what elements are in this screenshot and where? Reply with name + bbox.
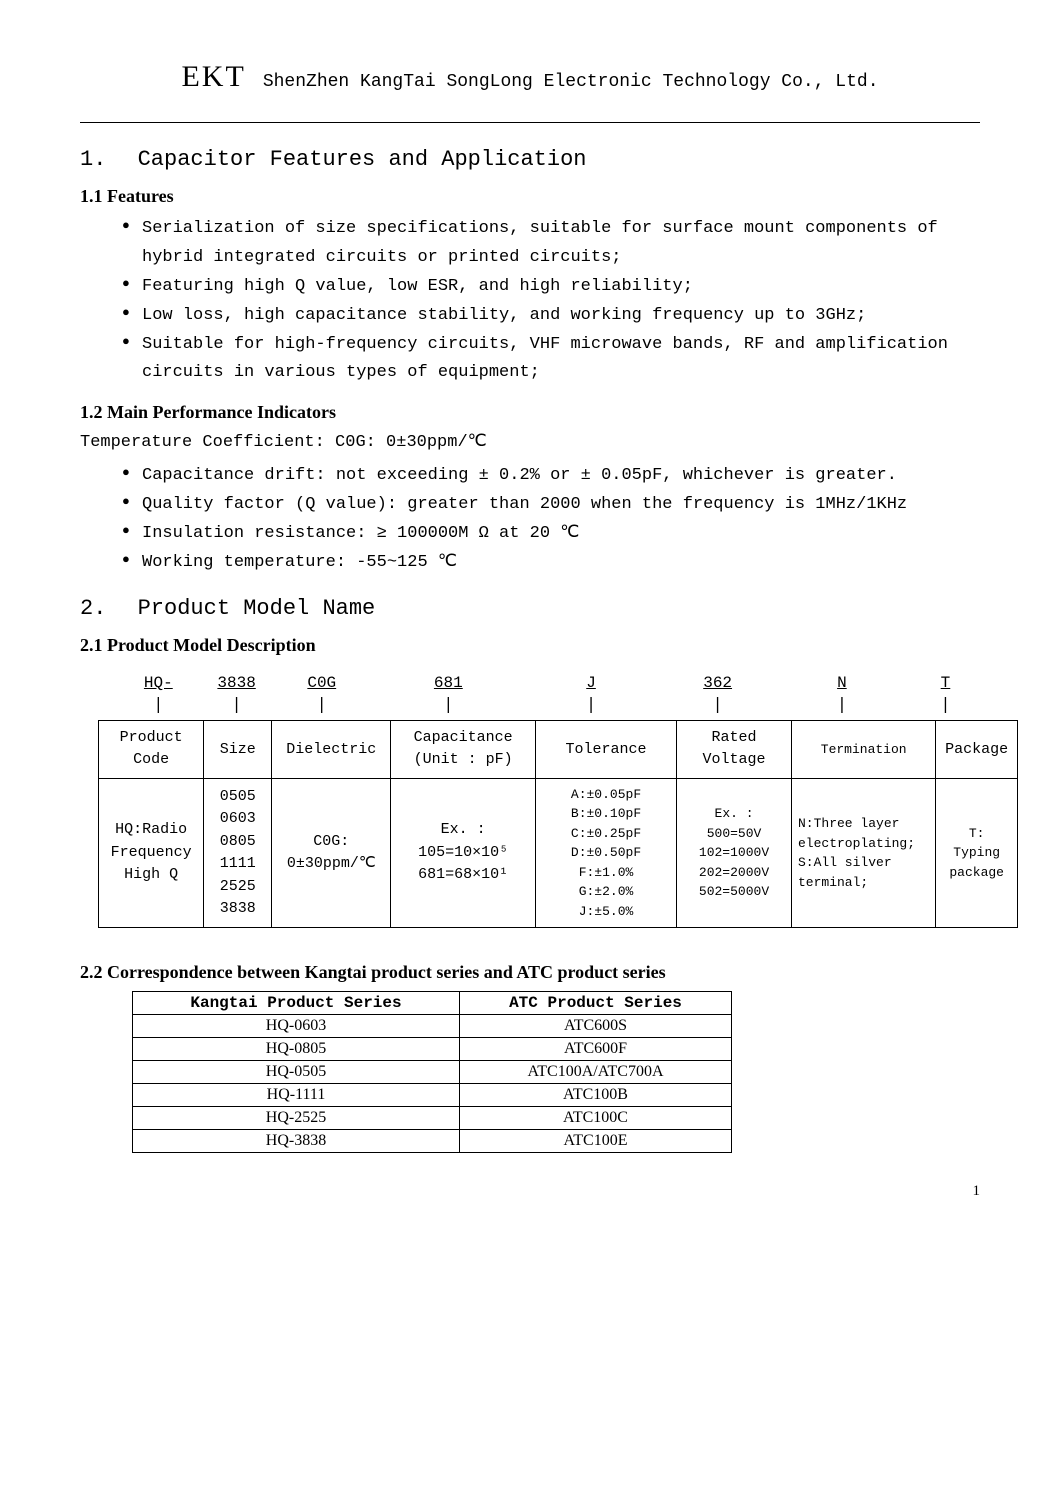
- table-header: Package: [936, 720, 1018, 778]
- table-row: HQ-0603ATC600S: [133, 1015, 732, 1038]
- section-2-1-heading: 2.1 Product Model Description: [80, 635, 980, 656]
- table-header: Dielectric: [272, 720, 391, 778]
- model-code-breakdown: HQ-| 3838| C0G| 681| J| 362| N| T|: [110, 674, 980, 714]
- table-cell: Ex. : 500=50V 102=1000V 202=2000V 502=50…: [677, 778, 792, 928]
- table-row: HQ:Radio Frequency High Q 0505 0603 0805…: [99, 778, 1018, 928]
- table-header: Tolerance: [535, 720, 676, 778]
- list-item: Serialization of size specifications, su…: [122, 215, 980, 273]
- list-item: Low loss, high capacitance stability, an…: [122, 302, 980, 331]
- section-2-number: 2.: [80, 596, 106, 621]
- table-row: HQ-2525ATC100C: [133, 1107, 732, 1130]
- correspondence-table: Kangtai Product Series ATC Product Serie…: [132, 991, 732, 1153]
- table-header: Rated Voltage: [677, 720, 792, 778]
- model-description-table: Product Code Size Dielectric Capacitance…: [98, 720, 1018, 929]
- table-header: Product Code: [99, 720, 204, 778]
- table-header: Kangtai Product Series: [133, 992, 460, 1015]
- table-cell: HQ:Radio Frequency High Q: [99, 778, 204, 928]
- table-cell: A:±0.05pF B:±0.10pF C:±0.25pF D:±0.50pF …: [535, 778, 676, 928]
- code-segment: T: [941, 674, 951, 692]
- table-row: HQ-1111ATC100B: [133, 1084, 732, 1107]
- table-header-row: Product Code Size Dielectric Capacitance…: [99, 720, 1018, 778]
- section-2-title: Product Model Name: [138, 596, 376, 621]
- code-segment: HQ-: [144, 674, 173, 692]
- table-cell: ATC600F: [460, 1038, 732, 1061]
- table-cell: Ex. : 105=10×10⁵ 681=68×10¹: [391, 778, 536, 928]
- table-header: Size: [204, 720, 272, 778]
- code-segment: 362: [703, 674, 732, 692]
- temperature-coefficient: Temperature Coefficient: C0G: 0±30ppm/℃: [80, 431, 980, 452]
- section-1-1-heading: 1.1 Features: [80, 186, 980, 207]
- list-item: Working temperature: -55~125 ℃: [122, 549, 980, 578]
- table-cell: HQ-2525: [133, 1107, 460, 1130]
- code-segment: 681: [434, 674, 463, 692]
- code-segment: J: [586, 674, 596, 692]
- table-cell: ATC100B: [460, 1084, 732, 1107]
- table-cell: 0505 0603 0805 1111 2525 3838: [204, 778, 272, 928]
- table-header: Capacitance (Unit : pF): [391, 720, 536, 778]
- header-divider: [80, 122, 980, 123]
- table-header-row: Kangtai Product Series ATC Product Serie…: [133, 992, 732, 1015]
- list-item: Featuring high Q value, low ESR, and hig…: [122, 273, 980, 302]
- code-segment: N: [837, 674, 847, 692]
- table-cell: ATC600S: [460, 1015, 732, 1038]
- table-row: HQ-0505ATC100A/ATC700A: [133, 1061, 732, 1084]
- table-cell: ATC100E: [460, 1130, 732, 1153]
- company-name: ShenZhen KangTai SongLong Electronic Tec…: [263, 72, 879, 92]
- table-cell: T: Typing package: [936, 778, 1018, 928]
- table-cell: HQ-0505: [133, 1061, 460, 1084]
- code-segment: 3838: [217, 674, 255, 692]
- list-item: Insulation resistance: ≥ 100000M Ω at 20…: [122, 520, 980, 549]
- table-cell: N:Three layer electroplating; S:All silv…: [792, 778, 936, 928]
- list-item: Quality factor (Q value): greater than 2…: [122, 491, 980, 520]
- table-row: HQ-0805ATC600F: [133, 1038, 732, 1061]
- brand-logo: EKT: [181, 60, 245, 93]
- section-1-title: Capacitor Features and Application: [138, 147, 587, 172]
- table-cell: ATC100A/ATC700A: [460, 1061, 732, 1084]
- table-cell: HQ-3838: [133, 1130, 460, 1153]
- page-header: EKT ShenZhen KangTai SongLong Electronic…: [80, 60, 980, 94]
- page-number: 1: [80, 1183, 980, 1200]
- section-2-2-heading: 2.2 Correspondence between Kangtai produ…: [80, 962, 980, 983]
- code-segment: C0G: [307, 674, 336, 692]
- table-header: ATC Product Series: [460, 992, 732, 1015]
- table-cell: HQ-0805: [133, 1038, 460, 1061]
- features-list: Serialization of size specifications, su…: [80, 215, 980, 388]
- table-cell: HQ-0603: [133, 1015, 460, 1038]
- table-cell: C0G: 0±30ppm/℃: [272, 778, 391, 928]
- section-1-heading: 1. Capacitor Features and Application: [80, 147, 980, 172]
- table-header: Termination: [792, 720, 936, 778]
- table-cell: ATC100C: [460, 1107, 732, 1130]
- table-row: HQ-3838ATC100E: [133, 1130, 732, 1153]
- section-1-2-heading: 1.2 Main Performance Indicators: [80, 402, 980, 423]
- section-2-heading: 2. Product Model Name: [80, 596, 980, 621]
- section-1-number: 1.: [80, 147, 106, 172]
- indicators-list: Capacitance drift: not exceeding ± 0.2% …: [80, 462, 980, 578]
- list-item: Capacitance drift: not exceeding ± 0.2% …: [122, 462, 980, 491]
- list-item: Suitable for high-frequency circuits, VH…: [122, 331, 980, 389]
- table-cell: HQ-1111: [133, 1084, 460, 1107]
